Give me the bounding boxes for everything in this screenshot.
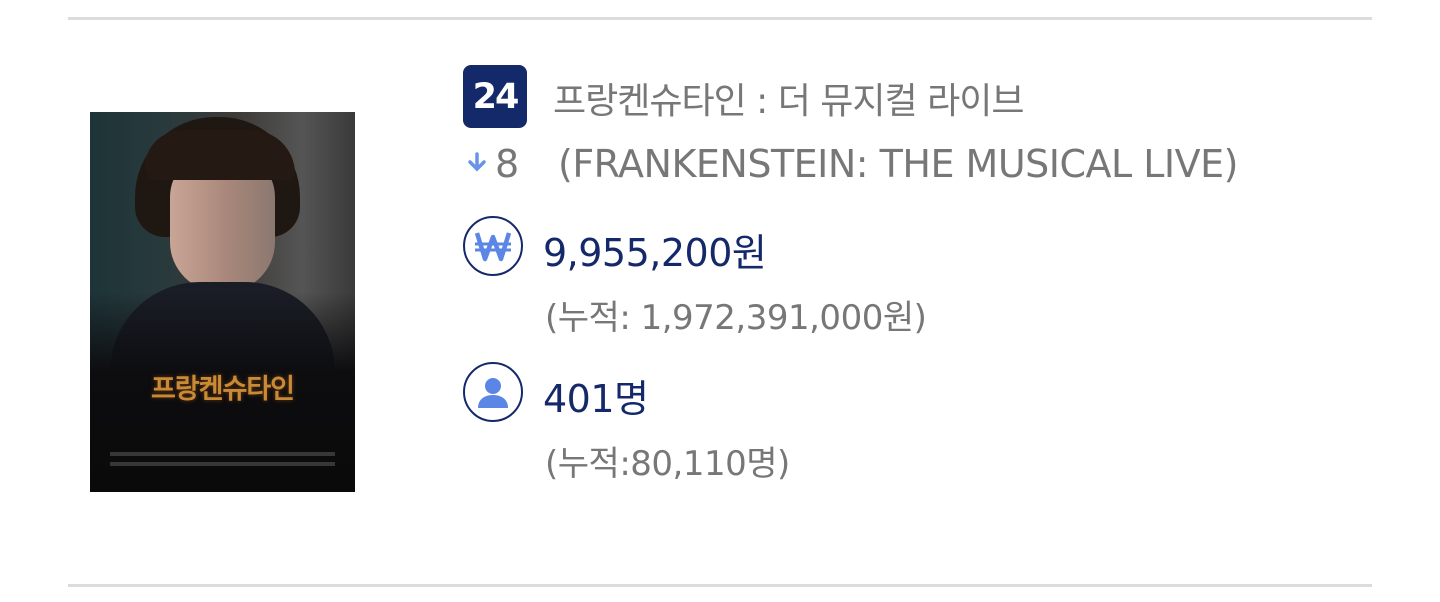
audience-value: 401명	[543, 377, 649, 421]
rank-badge: 24	[463, 65, 527, 128]
audience-cumulative: (누적:80,110명)	[545, 444, 790, 484]
rank-change-value: 8	[495, 142, 520, 186]
sales-cumulative: (누적: 1,972,391,000원)	[545, 298, 927, 338]
sales-value: 9,955,200원	[543, 231, 767, 275]
poster-image[interactable]: 프랑켄슈타인	[90, 112, 355, 492]
poster-credits	[110, 452, 335, 456]
top-divider	[68, 17, 1372, 20]
person-icon	[463, 362, 523, 422]
poster-hair-front	[145, 130, 295, 180]
poster-title: 프랑켄슈타인	[150, 374, 295, 405]
rank-change: 8	[465, 142, 519, 186]
title-english: (FRANKENSTEIN: THE MUSICAL LIVE)	[558, 142, 1238, 186]
arrow-down-icon	[465, 150, 489, 178]
poster-shade	[90, 292, 355, 492]
poster-credits	[110, 462, 335, 466]
won-icon	[463, 216, 523, 276]
title-korean[interactable]: 프랑켄슈타인 : 더 뮤지컬 라이브	[553, 81, 1024, 122]
bottom-divider	[68, 584, 1372, 587]
